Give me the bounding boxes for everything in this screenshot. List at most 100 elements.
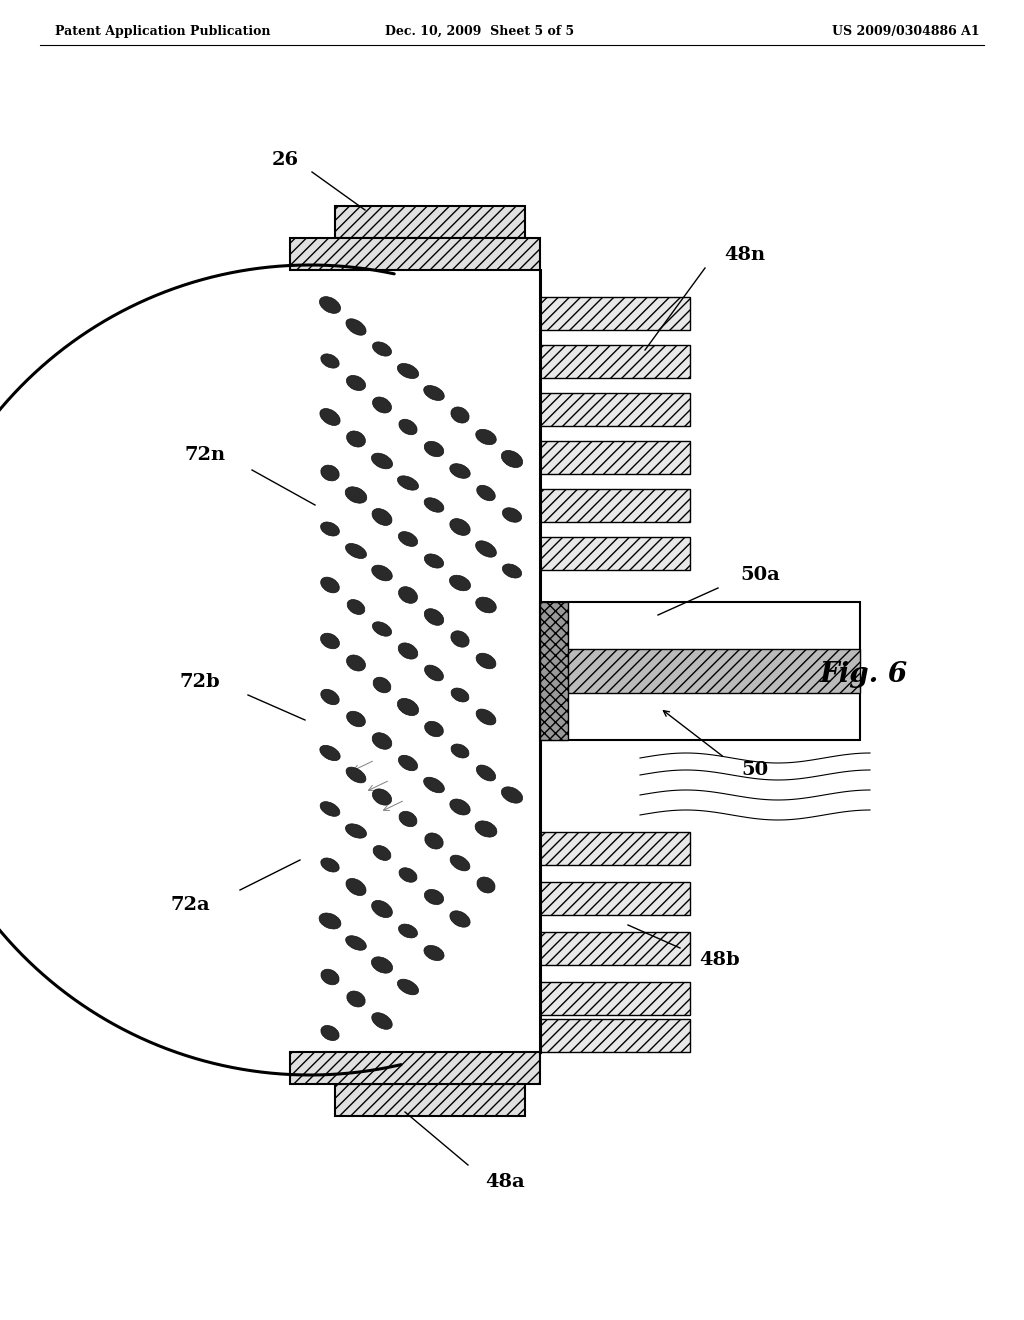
Ellipse shape: [321, 689, 339, 705]
Ellipse shape: [397, 363, 419, 379]
Ellipse shape: [476, 766, 496, 781]
Ellipse shape: [450, 519, 470, 536]
Ellipse shape: [372, 900, 392, 917]
Ellipse shape: [502, 787, 522, 803]
Ellipse shape: [397, 698, 419, 715]
Ellipse shape: [398, 755, 418, 771]
Ellipse shape: [321, 465, 339, 480]
Bar: [540, 602, 568, 741]
Ellipse shape: [424, 554, 443, 568]
Text: US 2009/0304886 A1: US 2009/0304886 A1: [833, 25, 980, 38]
Text: 72b: 72b: [179, 673, 220, 690]
Bar: [540, 393, 690, 426]
Bar: [540, 649, 860, 693]
Text: 26: 26: [271, 150, 299, 169]
Ellipse shape: [397, 979, 419, 995]
Ellipse shape: [424, 945, 444, 961]
Ellipse shape: [373, 397, 391, 413]
Ellipse shape: [321, 577, 339, 593]
Ellipse shape: [372, 508, 392, 525]
Ellipse shape: [321, 634, 339, 648]
Ellipse shape: [398, 586, 418, 603]
Ellipse shape: [476, 653, 496, 669]
Ellipse shape: [345, 487, 367, 503]
Ellipse shape: [424, 441, 443, 457]
Bar: [540, 537, 690, 570]
Ellipse shape: [321, 354, 339, 368]
Ellipse shape: [424, 777, 444, 793]
Ellipse shape: [321, 1026, 339, 1040]
Ellipse shape: [321, 521, 339, 536]
Ellipse shape: [399, 812, 417, 826]
Bar: [290, 238, 540, 271]
Text: Fig. 6: Fig. 6: [820, 661, 908, 689]
Ellipse shape: [398, 924, 418, 939]
Bar: [540, 982, 690, 1015]
Ellipse shape: [476, 709, 496, 725]
Bar: [540, 602, 860, 741]
Bar: [540, 297, 690, 330]
Ellipse shape: [345, 544, 367, 558]
Ellipse shape: [475, 821, 497, 837]
Ellipse shape: [346, 430, 366, 447]
Ellipse shape: [399, 420, 417, 434]
Ellipse shape: [399, 867, 417, 882]
Ellipse shape: [477, 486, 496, 500]
Ellipse shape: [346, 375, 366, 391]
Ellipse shape: [451, 631, 469, 647]
Ellipse shape: [347, 711, 366, 727]
Ellipse shape: [398, 643, 418, 659]
Text: 48a: 48a: [485, 1173, 525, 1191]
Ellipse shape: [424, 609, 443, 626]
Ellipse shape: [373, 622, 391, 636]
Ellipse shape: [424, 498, 443, 512]
Bar: [540, 832, 690, 865]
Ellipse shape: [372, 453, 392, 469]
Ellipse shape: [424, 385, 444, 400]
Ellipse shape: [372, 1012, 392, 1030]
Ellipse shape: [373, 342, 391, 356]
Bar: [335, 206, 525, 238]
Ellipse shape: [398, 532, 418, 546]
Ellipse shape: [476, 429, 497, 445]
Text: 48b: 48b: [699, 950, 740, 969]
Ellipse shape: [476, 597, 497, 612]
Ellipse shape: [450, 911, 470, 927]
Ellipse shape: [346, 879, 366, 895]
Ellipse shape: [397, 475, 419, 490]
Text: 48n: 48n: [724, 246, 766, 264]
Ellipse shape: [373, 789, 391, 805]
Ellipse shape: [346, 655, 366, 671]
Bar: [540, 882, 690, 915]
Ellipse shape: [347, 991, 366, 1007]
Ellipse shape: [372, 565, 392, 581]
Ellipse shape: [373, 846, 391, 861]
Bar: [540, 932, 690, 965]
Bar: [540, 345, 690, 378]
Text: 50a: 50a: [740, 566, 780, 583]
Ellipse shape: [319, 913, 341, 929]
Ellipse shape: [321, 858, 339, 873]
Ellipse shape: [475, 541, 497, 557]
Ellipse shape: [425, 665, 443, 681]
Bar: [540, 1019, 690, 1052]
Ellipse shape: [502, 450, 522, 467]
Text: Dec. 10, 2009  Sheet 5 of 5: Dec. 10, 2009 Sheet 5 of 5: [385, 25, 574, 38]
Ellipse shape: [321, 969, 339, 985]
Ellipse shape: [425, 721, 443, 737]
Ellipse shape: [450, 463, 470, 478]
Ellipse shape: [477, 876, 495, 892]
Ellipse shape: [319, 746, 340, 760]
Bar: [290, 1052, 540, 1084]
Bar: [540, 441, 690, 474]
Ellipse shape: [346, 319, 366, 335]
Ellipse shape: [451, 744, 469, 758]
Ellipse shape: [347, 599, 365, 615]
Text: 50: 50: [741, 762, 769, 779]
Ellipse shape: [451, 688, 469, 702]
Ellipse shape: [425, 833, 443, 849]
Bar: [335, 1084, 525, 1115]
Ellipse shape: [451, 407, 469, 422]
Ellipse shape: [346, 936, 367, 950]
Bar: [540, 488, 690, 521]
